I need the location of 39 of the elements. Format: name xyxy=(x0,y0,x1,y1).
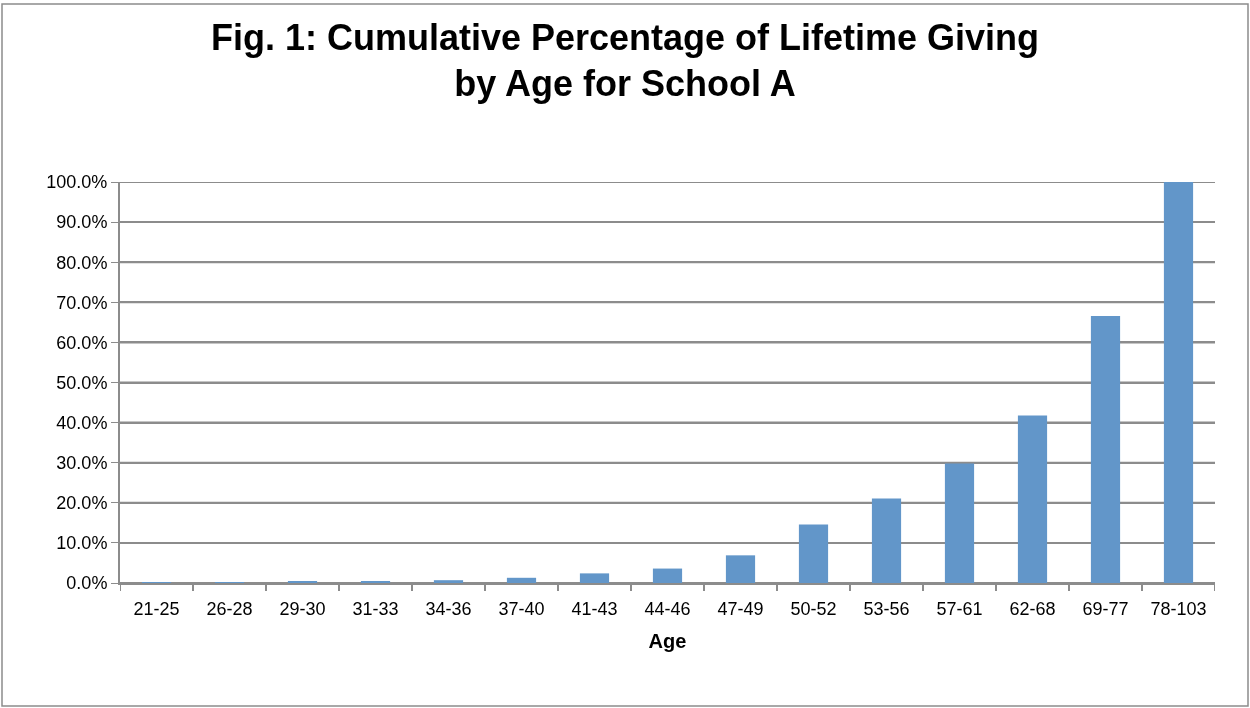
y-tick-label: 60.0% xyxy=(56,332,108,353)
chart-title: Fig. 1: Cumulative Percentage of Lifetime Giving by Age for School A xyxy=(210,16,1040,105)
bar xyxy=(725,555,756,583)
y-tick-label: 80.0% xyxy=(56,252,108,273)
y-tick-label: 50.0% xyxy=(56,372,108,393)
y-tick-label: 30.0% xyxy=(56,453,108,473)
x-tick-label: 78-103 xyxy=(1150,598,1207,619)
x-tick-label: 41-43 xyxy=(571,598,618,619)
y-tick-label: 10.0% xyxy=(56,533,108,554)
bar xyxy=(1163,182,1194,583)
bar xyxy=(506,577,537,583)
bar xyxy=(579,573,610,583)
x-tick-label: 29-30 xyxy=(279,598,326,619)
bar xyxy=(944,463,975,583)
x-tick-label: 57-61 xyxy=(936,598,983,619)
y-tick-label: 90.0% xyxy=(56,212,108,233)
x-tick-label: 62-68 xyxy=(1009,598,1056,619)
y-tick-label: 100.0% xyxy=(46,172,108,193)
x-tick-label: 37-40 xyxy=(498,598,545,619)
x-tick-label: 31-33 xyxy=(352,598,399,619)
y-tick-label: 0.0% xyxy=(66,573,108,594)
bar xyxy=(652,568,683,583)
y-tick-label: 40.0% xyxy=(56,412,108,433)
x-tick-label: 53-56 xyxy=(863,598,910,619)
y-tick-label: 20.0% xyxy=(56,493,108,514)
y-tick-label: 70.0% xyxy=(56,292,108,313)
x-tick-label: 26-28 xyxy=(206,598,253,619)
x-tick-label: 34-36 xyxy=(425,598,472,619)
x-tick-label: 47-49 xyxy=(717,598,764,619)
x-tick-label: 44-46 xyxy=(644,598,691,619)
x-tick-label: 21-25 xyxy=(133,598,180,619)
bar xyxy=(871,498,902,583)
bar xyxy=(433,580,464,583)
bar xyxy=(1090,315,1121,583)
x-axis-title: Age xyxy=(648,629,687,652)
x-tick-label: 50-52 xyxy=(790,598,837,619)
bar xyxy=(798,524,829,583)
x-tick-label: 69-77 xyxy=(1082,598,1129,619)
bar xyxy=(1017,415,1048,583)
